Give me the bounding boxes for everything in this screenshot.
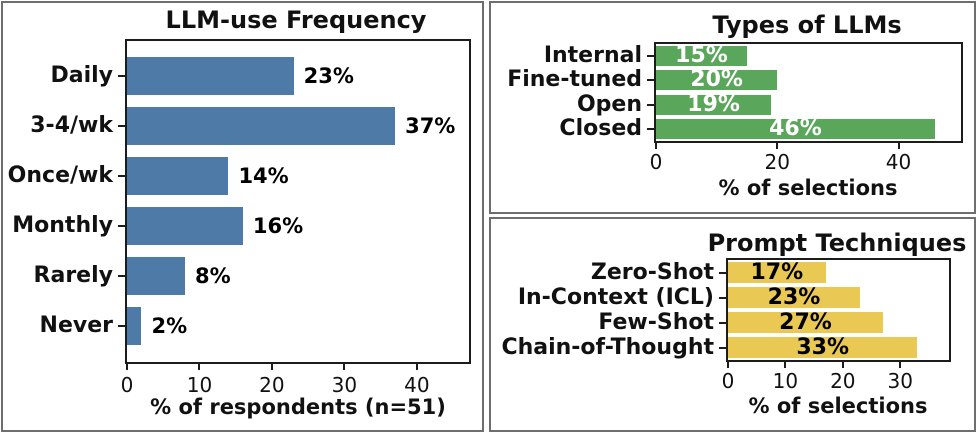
y-tick-mark <box>118 125 125 127</box>
bar-rarely <box>127 257 185 295</box>
x-axis-label: % of selections <box>718 176 898 200</box>
x-tick-label: 20 <box>259 373 285 397</box>
x-tick-label: 40 <box>404 373 430 397</box>
x-tick-label: 20 <box>764 150 790 174</box>
bar-open <box>656 94 772 115</box>
category-label: Closed <box>559 115 642 141</box>
x-tick-mark <box>899 362 902 368</box>
value-label: 2% <box>151 314 188 338</box>
bar-few-shot <box>728 312 883 333</box>
category-label: Internal <box>543 43 642 69</box>
bar-zero-shot <box>728 262 826 283</box>
x-tick-label: 20 <box>830 369 856 393</box>
bar-once-wk <box>127 157 229 195</box>
category-label: Chain-of-Thought <box>501 334 714 360</box>
x-tick-mark <box>198 364 201 370</box>
x-tick-label: 40 <box>885 150 912 174</box>
bar-daily <box>127 57 294 95</box>
y-tick-mark <box>719 346 726 349</box>
value-label: 16% <box>252 214 304 238</box>
x-axis-label: % of selections <box>748 394 928 418</box>
chart-title: LLM-use Frequency <box>165 6 427 34</box>
bar-closed <box>656 118 935 139</box>
chart-title: Prompt Techniques <box>707 229 967 257</box>
category-label: Few-Shot <box>598 309 714 335</box>
value-label: 33% <box>796 335 850 360</box>
category-label: Monthly <box>12 213 113 238</box>
value-label: 27% <box>779 310 832 335</box>
y-tick-mark <box>719 271 726 274</box>
value-label: 37% <box>405 114 456 138</box>
x-tick-mark <box>655 143 657 149</box>
x-tick-label: 0 <box>120 373 134 397</box>
y-tick-mark <box>118 275 125 277</box>
value-label: 20% <box>690 67 743 93</box>
bar-monthly <box>127 207 243 245</box>
x-tick-mark <box>776 143 779 149</box>
x-tick-label: 10 <box>772 369 799 393</box>
bar-chain-of-thought <box>728 337 918 358</box>
category-label: Zero-Shot <box>590 259 714 285</box>
y-tick-mark <box>647 55 654 58</box>
category-label: In-Context (ICL) <box>517 284 714 310</box>
y-tick-mark <box>647 79 654 82</box>
y-tick-mark <box>719 296 726 299</box>
value-label: 23% <box>303 64 354 88</box>
category-label: Fine-tuned <box>507 67 642 93</box>
bar-internal <box>656 46 747 67</box>
value-label: 19% <box>687 91 740 117</box>
category-label: Open <box>576 91 642 117</box>
category-label: Never <box>39 313 113 338</box>
y-tick-mark <box>118 175 125 177</box>
x-axis-label: % of respondents (n=51) <box>150 395 446 419</box>
value-label: 46% <box>769 115 822 141</box>
x-tick-label: 10 <box>186 373 213 397</box>
value-label: 14% <box>238 164 289 188</box>
x-tick-mark <box>126 364 128 370</box>
bar-fine-tuned <box>656 70 778 91</box>
bar-never <box>127 307 142 345</box>
category-label: Daily <box>50 63 113 88</box>
x-tick-mark <box>784 362 787 368</box>
y-tick-mark <box>118 75 125 77</box>
chart-title: Types of LLMs <box>712 11 902 39</box>
y-tick-mark <box>719 321 726 324</box>
value-label: 8% <box>194 264 231 288</box>
x-tick-mark <box>841 362 844 368</box>
bar-3-4-wk <box>127 107 396 145</box>
value-label: 15% <box>675 43 728 69</box>
value-label: 17% <box>750 260 804 285</box>
plot-area: 23% 37% 14% 16% 8% 2% <box>118 39 471 370</box>
x-tick-label: 0 <box>649 150 663 174</box>
plot-area: 17% 23% 27% 33% <box>719 258 951 368</box>
value-label: 23% <box>767 285 821 310</box>
panel-llm-use-frequency: LLM-use Frequency 23% 37% 14% 16% 8% 2% % of … <box>1 1 484 432</box>
x-tick-mark <box>343 364 346 370</box>
category-label: 3-4/wk <box>30 113 113 138</box>
x-tick-mark <box>415 364 418 370</box>
x-tick-mark <box>897 143 900 149</box>
category-label: Rarely <box>33 263 113 288</box>
y-tick-mark <box>647 127 654 130</box>
category-label: Once/wk <box>7 163 113 188</box>
x-tick-mark <box>270 364 273 370</box>
panel-prompt-techniques: Prompt Techniques 17% 23% 27% 33% % of sele… <box>489 217 976 432</box>
y-tick-mark <box>118 225 125 227</box>
x-tick-mark <box>727 362 729 368</box>
y-tick-mark <box>647 103 654 106</box>
plot-area: 15% 20% 19% 46% <box>647 42 963 149</box>
bar-in-context-icl- <box>728 287 861 308</box>
y-tick-mark <box>118 325 125 327</box>
x-tick-label: 30 <box>331 373 358 397</box>
x-tick-label: 0 <box>721 369 735 393</box>
x-tick-label: 30 <box>887 369 913 393</box>
panel-types-of-llms: Types of LLMs 15% 20% 19% 46% % of selectio… <box>489 1 976 214</box>
